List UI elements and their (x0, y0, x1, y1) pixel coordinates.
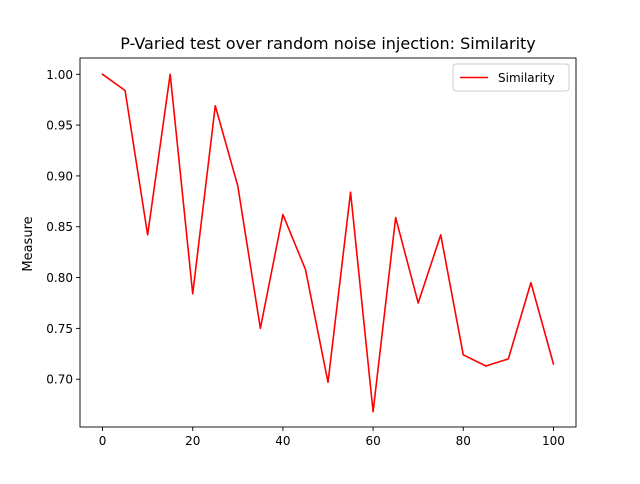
x-tick-label: 0 (99, 434, 107, 448)
axes-frame (79, 57, 577, 428)
y-tick-label: 0.95 (46, 119, 73, 133)
y-tick-label: 0.80 (46, 271, 73, 285)
x-tick-label: 20 (185, 434, 200, 448)
x-tick-label: 100 (542, 434, 565, 448)
y-tick-label: 0.90 (46, 169, 73, 183)
y-axis-label: Measure (21, 216, 36, 271)
legend-label: Similarity (498, 71, 555, 85)
y-tick-label: 0.70 (46, 373, 73, 387)
chart-title: P-Varied test over random noise injectio… (120, 34, 536, 53)
x-tick-label: 40 (275, 434, 290, 448)
y-tick-label: 0.85 (46, 220, 73, 234)
y-tick-label: 1.00 (46, 68, 73, 82)
series-line-1 (101, 73, 555, 413)
y-tick-label: 0.75 (46, 322, 73, 336)
legend-box (452, 63, 570, 92)
plot-area: 0 20 40 60 80 100 0.70 0.75 0.80 0.85 0.90 0.95 1.00… (46, 57, 577, 448)
x-tick-label: 80 (456, 434, 471, 448)
x-tick-label: 60 (365, 434, 380, 448)
